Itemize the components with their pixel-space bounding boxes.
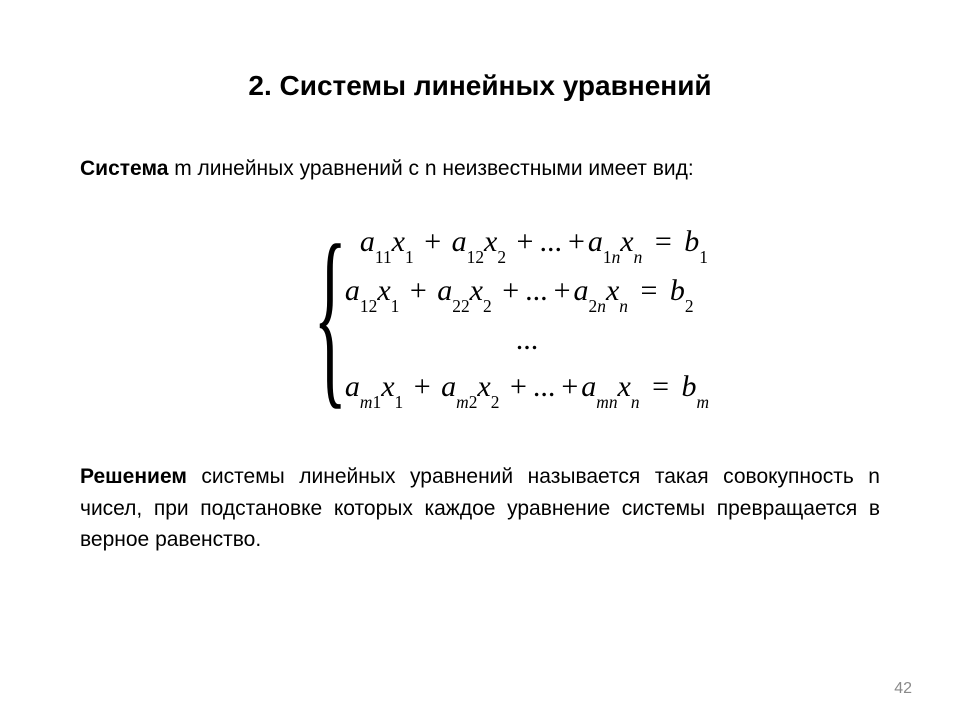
equation-row-m: am1x1 + am2x2 +...+amnxn = bm — [345, 367, 709, 409]
def-rest: системы линейных уравнений называется та… — [80, 465, 880, 551]
intro-rest: m линейных уравнений с n неизвестными им… — [168, 157, 693, 180]
equation-row-dots: ... — [345, 320, 709, 361]
definition-text: Решением системы линейных уравнений назы… — [80, 461, 880, 556]
equation-row-2: a12x1 + a22x2 +...+a2nxn = b2 — [345, 271, 709, 313]
page-number: 42 — [894, 680, 912, 698]
def-bold: Решением — [80, 465, 187, 488]
equation-row-1: a11x1 + a12x2 +...+a1nxn = b1 — [345, 222, 709, 264]
equation-system: { a11x1 + a12x2 +...+a1nxn = b1 a12x1 + … — [80, 211, 880, 421]
intro-text: Система m линейных уравнений с n неизвес… — [80, 157, 880, 181]
left-brace: { — [313, 211, 347, 421]
intro-bold: Система — [80, 157, 168, 180]
equation-rows: a11x1 + a12x2 +...+a1nxn = b1 a12x1 + a2… — [341, 211, 709, 421]
slide-title: 2. Системы линейных уравнений — [80, 70, 880, 102]
